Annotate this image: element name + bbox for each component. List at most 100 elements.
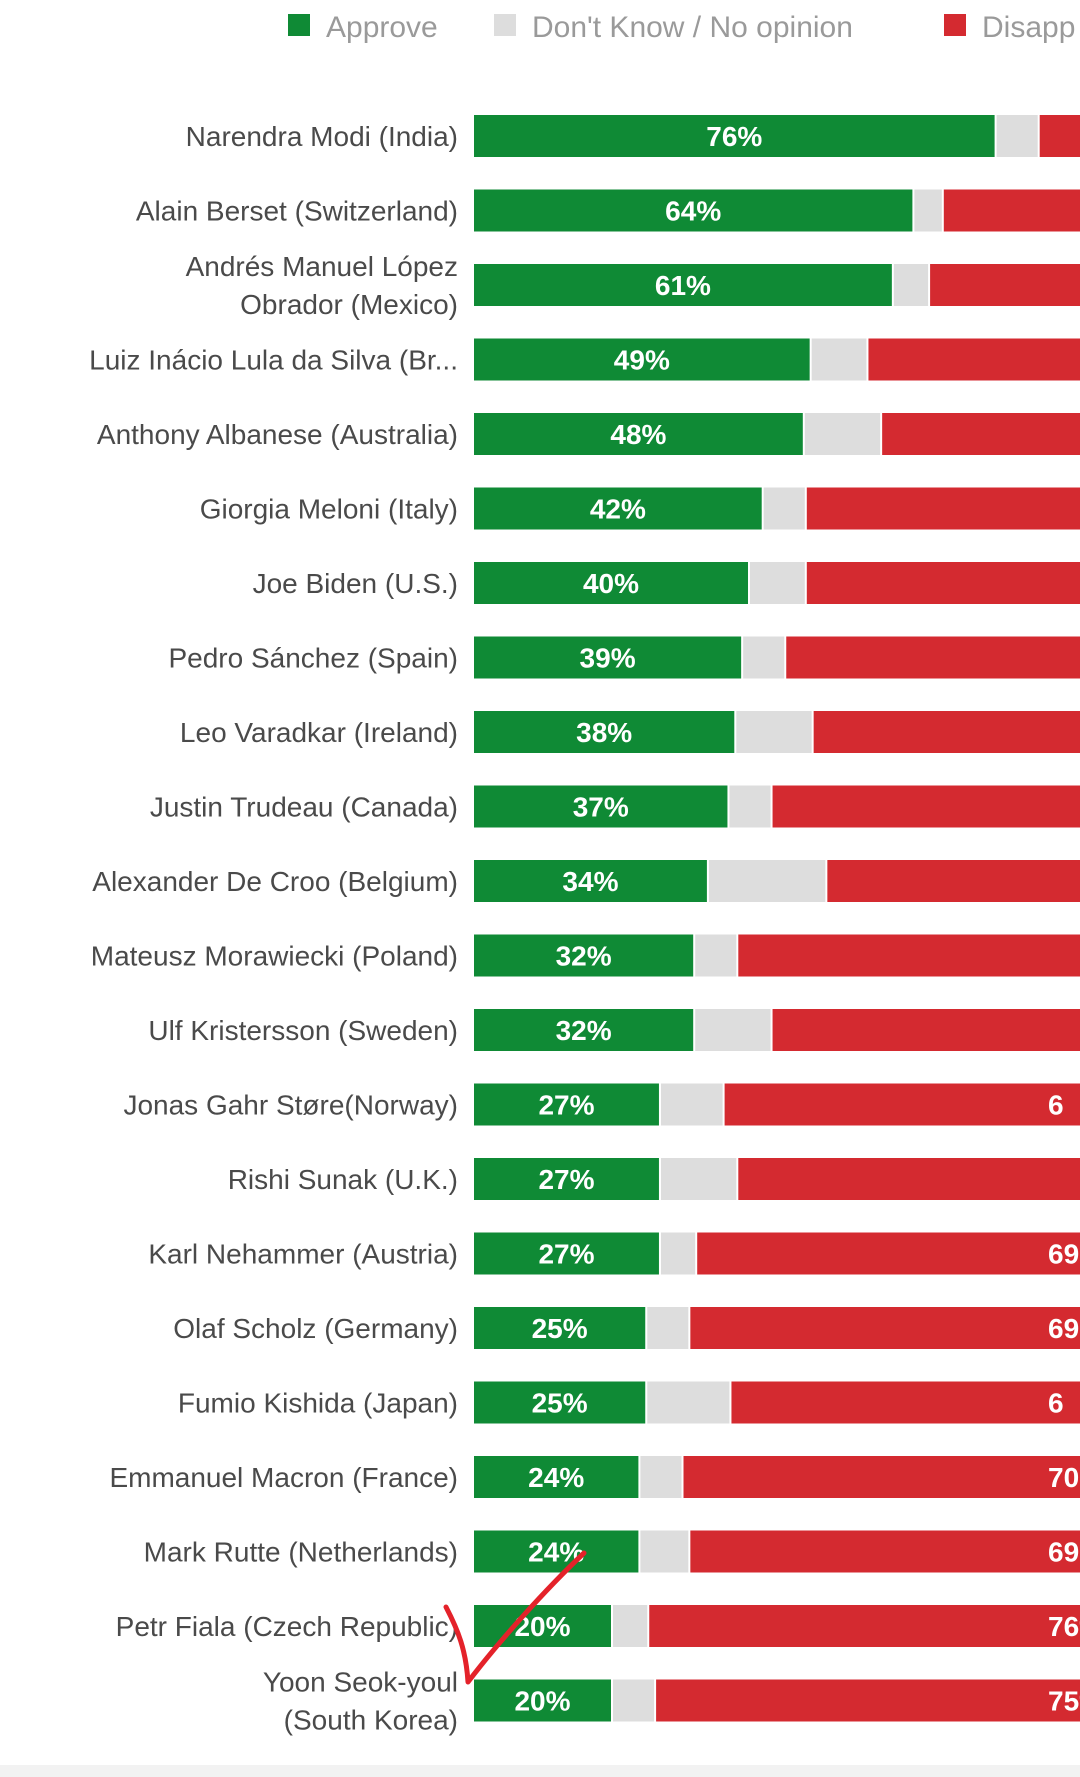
dont-know-bar	[660, 1158, 737, 1200]
leader-name-label: Obrador (Mexico)	[240, 289, 458, 320]
disapprove-bar	[738, 1158, 1080, 1200]
approve-value-label: 49%	[614, 345, 670, 376]
leader-name-label: Petr Fiala (Czech Republic)	[116, 1611, 458, 1642]
chart-row: Justin Trudeau (Canada) 37%	[150, 785, 1080, 828]
dont-know-bar	[708, 860, 826, 902]
approve-bar	[474, 1083, 659, 1126]
disapprove-value-label: 69	[1048, 1239, 1079, 1270]
disapprove-bar	[827, 860, 1080, 902]
disapprove-bar	[772, 1009, 1080, 1051]
dont-know-bar	[743, 636, 785, 679]
dont-know-bar	[695, 1009, 771, 1051]
legend-swatch-don-t-know-no-opinion	[494, 14, 516, 36]
disapprove-value-label: 75%	[1048, 1686, 1080, 1717]
approve-bar	[474, 636, 742, 679]
chart-row: Luiz Inácio Lula da Silva (Br... 49%	[89, 338, 1080, 381]
chart-row: Jonas Gahr Støre(Norway) 27% 6	[123, 1083, 1080, 1126]
approve-bar	[474, 1232, 659, 1275]
approve-bar	[474, 934, 694, 977]
approve-bar	[474, 487, 762, 530]
red-checkmark-annotation	[443, 1550, 587, 1685]
chart-row: Andrés Manuel López Obrador (Mexico) 61%	[186, 251, 1080, 320]
disapprove-value-label: 69	[1048, 1537, 1079, 1568]
legend-label-don-t-know-no-opinion: Don't Know / No opinion	[532, 11, 853, 44]
approve-bar	[474, 1381, 646, 1424]
dont-know-bar	[893, 264, 929, 306]
chart-row: Leo Varadkar (Ireland) 38%	[180, 711, 1080, 753]
approve-bar	[474, 562, 748, 604]
leader-name-label: Rishi Sunak (U.K.)	[228, 1164, 458, 1195]
leader-name-label: Narendra Modi (India)	[186, 121, 458, 152]
chart-row: Ulf Kristersson (Sweden) 32%	[148, 1009, 1080, 1051]
approve-bar	[474, 115, 995, 157]
chart-row: Yoon Seok-youl (South Korea) 20% 75%	[263, 1667, 1080, 1736]
approve-bar	[474, 1158, 659, 1200]
disapprove-value-label: 70	[1048, 1462, 1079, 1493]
approve-bar	[474, 785, 728, 828]
chart-row: Karl Nehammer (Austria) 27% 69	[148, 1232, 1080, 1275]
leader-name-label: Fumio Kishida (Japan)	[178, 1388, 458, 1419]
leader-name-label: Pedro Sánchez (Spain)	[168, 643, 458, 674]
leader-name-label: Alain Berset (Switzerland)	[136, 196, 458, 227]
disapprove-bar	[656, 1679, 1080, 1722]
leader-name-label: Leo Varadkar (Ireland)	[180, 717, 458, 748]
disapprove-bar	[724, 1083, 1080, 1126]
approve-value-label: 38%	[576, 717, 632, 748]
dont-know-bar	[647, 1381, 730, 1424]
disapprove-bar	[930, 264, 1080, 306]
leader-name-label: Alexander De Croo (Belgium)	[92, 866, 458, 897]
chart-row: Fumio Kishida (Japan) 25% 6	[178, 1381, 1080, 1424]
approve-bar	[474, 338, 810, 381]
approve-value-label: 37%	[573, 792, 629, 823]
approve-value-label: 25%	[532, 1313, 588, 1344]
approve-bar	[474, 1605, 611, 1647]
approve-bar	[474, 1530, 639, 1573]
chart-row: Joe Biden (U.S.) 40%	[253, 562, 1080, 604]
chart-row: Mark Rutte (Netherlands) 24% 69	[144, 1530, 1080, 1573]
leader-name-label: (South Korea)	[284, 1705, 458, 1736]
approve-value-label: 24%	[528, 1462, 584, 1493]
disapprove-value-label: 6	[1048, 1090, 1064, 1121]
approve-bar	[474, 264, 892, 306]
leader-name-label: Andrés Manuel López	[186, 251, 458, 282]
disapprove-bar	[738, 934, 1080, 977]
disapprove-bar	[868, 338, 1080, 381]
leader-name-label: Mateusz Morawiecki (Poland)	[91, 941, 458, 972]
leader-name-label: Justin Trudeau (Canada)	[150, 792, 458, 823]
dont-know-bar	[750, 562, 805, 604]
disapprove-bar	[690, 1530, 1080, 1573]
dont-know-bar	[763, 487, 805, 530]
approve-value-label: 32%	[556, 1015, 612, 1046]
leader-name-label: Emmanuel Macron (France)	[109, 1462, 458, 1493]
disapprove-bar	[690, 1307, 1080, 1349]
dont-know-bar	[996, 115, 1038, 157]
disapprove-value-label: 6	[1048, 1388, 1064, 1419]
chart-rows: Narendra Modi (India) 76% Alain Berset (Sw…	[89, 115, 1080, 1736]
chart-row: Olaf Scholz (Germany) 25% 69	[173, 1307, 1080, 1349]
chart-row: Pedro Sánchez (Spain) 39%	[168, 636, 1080, 679]
leader-name-label: Karl Nehammer (Austria)	[148, 1239, 458, 1270]
approve-value-label: 27%	[538, 1239, 594, 1270]
disapprove-bar	[772, 785, 1080, 828]
leader-name-label: Jonas Gahr Støre(Norway)	[123, 1090, 458, 1121]
chart-row: Alain Berset (Switzerland) 64%	[136, 189, 1080, 232]
approve-value-label: 39%	[580, 643, 636, 674]
approve-bar	[474, 1456, 639, 1498]
approve-value-label: 20%	[514, 1686, 570, 1717]
disapprove-bar	[813, 711, 1080, 753]
annotation-layer	[443, 1550, 587, 1685]
legend-swatch-disapp	[944, 14, 966, 36]
dont-know-bar	[729, 785, 771, 828]
approve-bar	[474, 413, 803, 455]
disapprove-value-label: 76%	[1048, 1611, 1080, 1642]
approve-bar	[474, 1009, 694, 1051]
approve-bar	[474, 189, 913, 232]
chart-legend: Approve Don't Know / No opinion Disapp	[288, 11, 1075, 44]
leader-name-label: Anthony Albanese (Australia)	[97, 419, 458, 450]
disapprove-bar	[697, 1232, 1080, 1275]
approve-value-label: 76%	[706, 121, 762, 152]
chart-row: Mateusz Morawiecki (Poland) 32%	[91, 934, 1080, 977]
disapprove-bar	[943, 189, 1080, 232]
disapprove-bar	[731, 1381, 1080, 1424]
chart-row: Emmanuel Macron (France) 24% 70	[109, 1456, 1080, 1498]
